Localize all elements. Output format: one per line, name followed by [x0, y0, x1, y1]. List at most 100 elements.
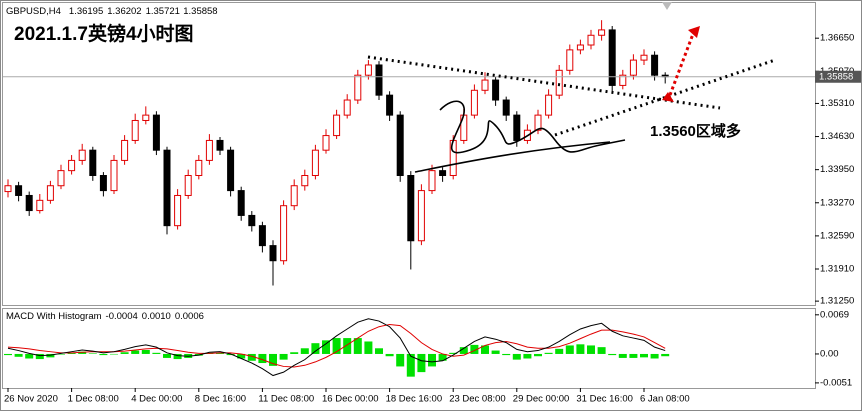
histogram-bar [491, 350, 500, 354]
candle-body [322, 135, 330, 151]
candle-body [407, 175, 415, 242]
histogram-bar [555, 348, 564, 354]
histogram-bar [332, 338, 341, 354]
histogram-bar [247, 353, 256, 361]
candle-body [598, 29, 606, 36]
histogram-bar [237, 353, 246, 359]
x-tick-label: 1 Dec 08:00 [68, 394, 119, 405]
info-value: 1.36195 [69, 6, 103, 17]
histogram-bar [459, 347, 468, 354]
candle-body [99, 175, 107, 192]
x-tick-label: 6 Jan 08:00 [640, 394, 690, 405]
candle-body [545, 94, 553, 116]
symbol: GBPUSD,H4 [6, 6, 61, 17]
candle-body [386, 94, 394, 116]
candle-body [576, 44, 584, 51]
candle-body [248, 214, 256, 227]
y-tick-label: 1.36650 [820, 33, 854, 44]
y-tick-label: 1.35310 [820, 98, 854, 109]
candle-body [57, 170, 65, 187]
info-value: 1.35721 [146, 6, 180, 17]
y-tick-label: 1.32590 [820, 230, 854, 241]
histogram-bar [523, 353, 532, 359]
candle-body [25, 194, 33, 212]
histogram-bar [597, 347, 606, 354]
candle-body [629, 59, 637, 76]
candle-body [46, 185, 54, 201]
histogram-bar [375, 348, 383, 354]
candle-body [481, 79, 489, 91]
histogram-bar [385, 353, 394, 357]
candle-body [301, 175, 309, 187]
histogram-bar [141, 349, 150, 354]
candle-body [237, 190, 245, 216]
candle-body [343, 99, 351, 116]
arrow-head [662, 92, 674, 102]
candle-body [311, 149, 319, 177]
candle-body [449, 139, 457, 177]
histogram-bar [576, 344, 585, 354]
candle-body [78, 149, 86, 161]
histogram-bar [544, 352, 553, 354]
chart-info: GBPUSD,H4 1.36195 1.36202 1.35721 1.35858 [6, 6, 218, 17]
signal-line [7, 323, 666, 368]
candle-body [513, 114, 521, 141]
histogram-bar [396, 353, 405, 367]
y-tick-label: -0.0051 [820, 377, 852, 388]
candle-body [269, 245, 277, 262]
candle-body [258, 225, 266, 247]
histogram-bar [173, 353, 182, 360]
histogram-bar [120, 352, 129, 354]
histogram-bar [311, 343, 320, 354]
x-tick-label: 18 Dec 16:00 [386, 394, 443, 405]
histogram-bar [322, 340, 330, 354]
candle-body [502, 99, 510, 116]
info-value: 0.0010 [142, 311, 171, 322]
histogram-bar [512, 353, 521, 360]
y-tick-label: 1.33270 [820, 197, 854, 208]
candle-body [205, 139, 213, 161]
arrow-head [688, 26, 700, 38]
histogram-bar [417, 353, 426, 373]
x-tick-label: 8 Dec 16:00 [195, 394, 246, 405]
candle-body [555, 69, 563, 96]
histogram-bar [290, 352, 299, 354]
candle-body [396, 114, 404, 177]
histogram-bar [216, 352, 224, 354]
histogram-bar [364, 341, 373, 354]
candle-body [216, 139, 224, 151]
candle-body [290, 185, 298, 207]
histogram-bar [502, 353, 511, 356]
histogram-bar [449, 352, 458, 354]
histogram-bar [618, 353, 627, 358]
histogram-bar [470, 344, 479, 354]
histogram-bar [258, 353, 267, 364]
last-price-box [815, 70, 861, 83]
histogram-bar [163, 353, 171, 358]
histogram-bar [428, 353, 436, 367]
candle-body [227, 149, 235, 192]
histogram-bar [14, 353, 23, 357]
candle-body [566, 49, 574, 71]
histogram-bar [353, 338, 362, 354]
candle-body [608, 29, 616, 86]
chart-title: 2021.1.7英镑4小时图 [14, 22, 194, 45]
trendline [554, 58, 776, 137]
histogram-bar [67, 352, 76, 354]
macd-info: MACD With Histogram -0.0004 0.0010 0.0006 [6, 311, 204, 322]
histogram-bar [110, 353, 118, 355]
candle-body [333, 114, 341, 137]
candle-body [89, 149, 97, 177]
candle-body [184, 175, 192, 196]
histogram-bar [46, 353, 55, 358]
candle-body [121, 139, 129, 161]
x-tick-label: 4 Dec 00:00 [131, 394, 182, 405]
info-value: 0.0006 [175, 311, 204, 322]
histogram-bar [587, 345, 595, 354]
histogram-bar [99, 353, 108, 356]
y-tick-label: 0.00 [820, 348, 839, 359]
candle-body [15, 185, 23, 196]
candle-body [36, 199, 44, 212]
candle-body [195, 159, 203, 177]
shift-marker [662, 2, 672, 10]
